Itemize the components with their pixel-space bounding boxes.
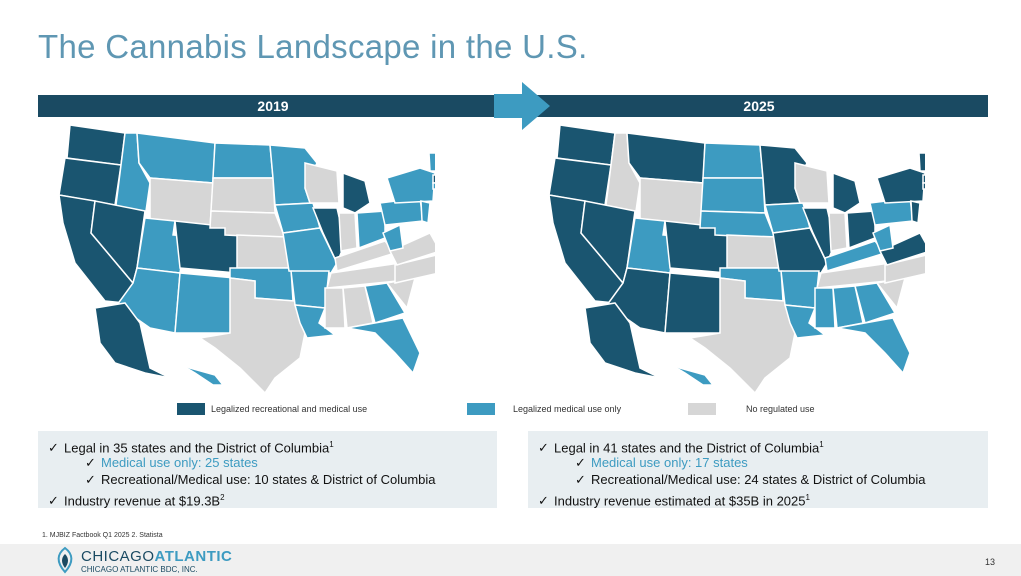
legend-swatch-med [467,403,495,415]
footer-bar [0,544,1021,576]
state-mt [626,132,706,184]
state-ma [432,174,435,184]
state-ny [876,167,925,204]
legend-rec: Legalized recreational and medical use [177,403,367,415]
logo-wordmark: CHICAGOATLANTIC [81,548,233,565]
state-ar [290,270,330,309]
summary-2019-line3: ✓ Recreational/Medical use: 10 states & D… [85,472,436,487]
state-ne [699,210,777,239]
state-wv [872,223,894,252]
legend-med: Legalized medical use only [467,403,621,415]
check-icon: ✓ [538,440,549,456]
check-icon: ✓ [85,454,96,470]
state-nm [664,272,726,334]
state-mi [342,171,371,214]
state-il [801,207,836,265]
state-nj [420,200,431,225]
check-icon: ✓ [575,472,586,487]
check-icon: ✓ [48,440,59,456]
state-ct [432,182,435,190]
logo-subtitle: CHICAGO ATLANTIC BDC, INC. [81,565,198,574]
legend-swatch-none [688,403,716,415]
us-map-2025 [548,124,925,395]
state-ga [364,282,407,324]
legend-label-rec: Legalized recreational and medical use [211,404,368,414]
state-wi [794,162,830,204]
state-il [311,207,346,265]
state-nc [884,254,925,284]
state-in [828,212,848,252]
footnote: 1. MJBIZ Factbook Q1 2025 2. Statista [42,532,163,539]
state-nd [212,142,274,179]
year-bar-2025: 2025 [530,95,988,117]
check-icon: ✓ [538,492,549,508]
summary-box-2019: ✓ Legal in 35 states and the District of … [38,431,497,508]
summary-box-2025: ✓ Legal in 41 states and the District of … [528,431,988,508]
check-icon: ✓ [575,454,586,470]
state-mt [136,132,216,184]
state-fl [346,317,421,375]
summary-2025-line1: ✓ Legal in 41 states and the District of … [538,440,824,456]
page-title: The Cannabis Landscape in the U.S. [38,28,588,65]
state-sd [210,177,276,214]
legend-none: No regulated use [688,403,815,415]
state-ms [324,287,346,329]
state-hi [659,357,715,386]
summary-2025-line4: ✓ Industry revenue estimated at $35B in 2… [538,492,810,508]
state-tx [198,277,308,395]
summary-2019-line1: ✓ Legal in 35 states and the District of … [48,440,334,456]
state-ks [236,234,290,269]
state-vt [428,152,435,172]
state-mi [832,171,861,214]
summary-2025-line3: ✓ Recreational/Medical use: 24 states & D… [575,472,926,487]
state-nj [910,200,921,225]
state-nc [394,254,435,284]
state-ne [209,210,287,239]
year-label-2025: 2025 [743,98,775,114]
state-vt [918,152,925,172]
state-mo [282,227,338,274]
state-ar [780,270,820,309]
state-va [388,232,435,266]
us-map-2019 [58,124,435,395]
state-wi [304,162,340,204]
state-ak [584,302,661,379]
summary-2019-line2: ✓ Medical use only: 25 states [85,454,258,470]
state-tx [688,277,798,395]
state-ga [854,282,897,324]
state-nm [174,272,236,334]
page-number: 13 [985,557,996,567]
state-va [878,232,925,266]
state-nd [702,142,764,179]
year-label-2019: 2019 [257,98,289,114]
state-ct [922,182,925,190]
legend-swatch-rec [177,403,205,415]
state-fl [836,317,911,375]
state-ms [814,287,836,329]
summary-2025-line2: ✓ Medical use only: 17 states [575,454,748,470]
chicago-atlantic-logo-icon [57,546,73,574]
check-icon: ✓ [85,472,96,487]
check-icon: ✓ [48,492,59,508]
legend-label-none: No regulated use [746,404,815,414]
state-ny [386,167,435,204]
state-mo [772,227,828,274]
state-wv [382,223,404,252]
state-ks [726,234,780,269]
state-ak [94,302,171,379]
state-ma [922,174,925,184]
state-in [338,212,358,252]
state-sd [700,177,766,214]
state-hi [169,357,225,386]
year-bar-2019: 2019 [38,95,508,117]
legend-label-med: Legalized medical use only [513,404,622,414]
arrow-right-icon [494,82,550,130]
summary-2019-line4: ✓ Industry revenue at $19.3B2 [48,492,225,508]
